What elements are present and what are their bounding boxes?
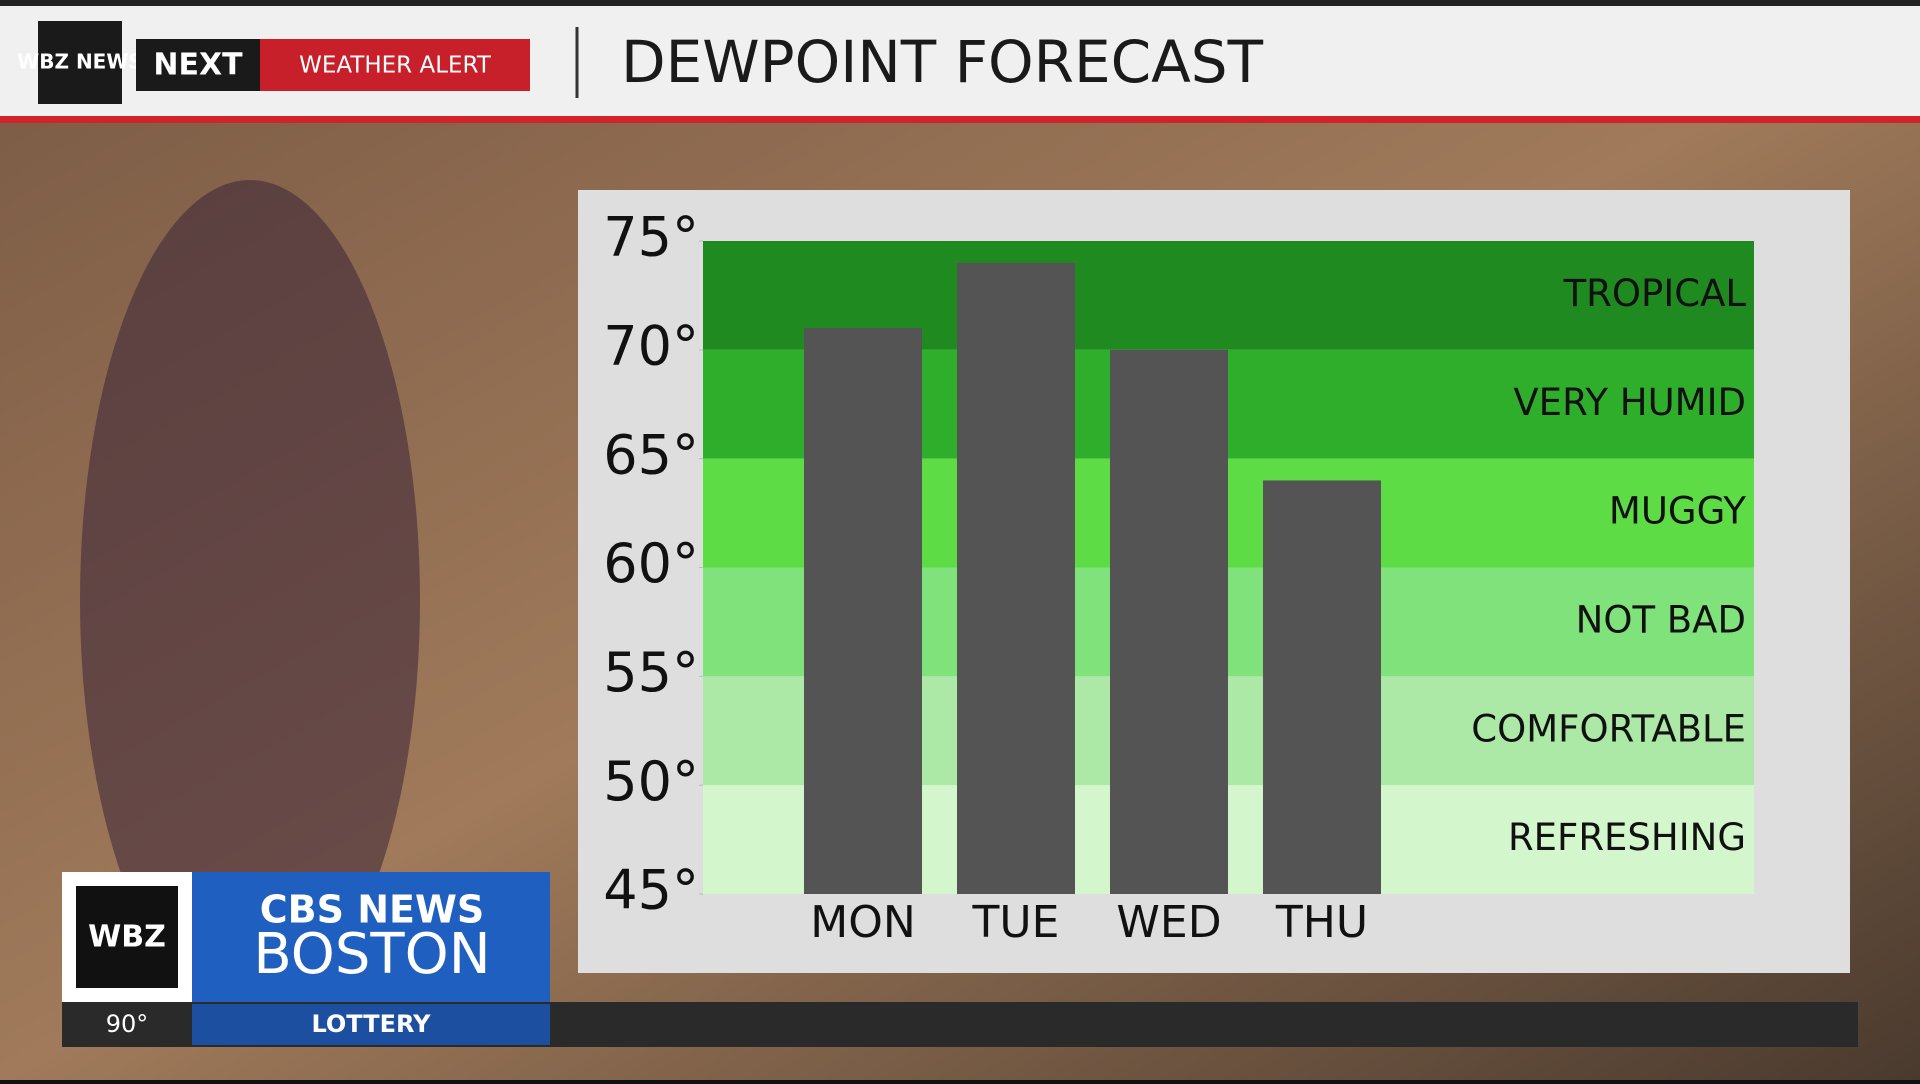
x-tick-label: TUE <box>972 897 1060 948</box>
y-tick-label: 50° <box>603 750 699 813</box>
y-tick-label: 45° <box>603 859 699 922</box>
y-tick-label: 70° <box>603 314 699 377</box>
ticker-label-box <box>192 1004 550 1045</box>
station: WBZ <box>88 920 166 955</box>
brand-box <box>136 39 260 91</box>
brand: NEXT <box>153 48 243 83</box>
y-tick-label: 75° <box>603 206 699 269</box>
plot: TROPICAL VERY HUMID MUGGY NOT BAD COMFORTABL… <box>603 206 1754 948</box>
logo-box <box>38 21 122 104</box>
band-label: MUGGY <box>1609 490 1747 533</box>
band-label: REFRESHING <box>1508 816 1746 859</box>
alert-text: WEATHER ALERT <box>299 53 492 79</box>
bar <box>1263 480 1381 894</box>
bar <box>804 328 922 895</box>
band-label: NOT BAD <box>1576 598 1746 641</box>
chart-title: DEWPOINT FORECAST <box>621 28 1264 96</box>
ticker: LOTTERY <box>311 1010 431 1038</box>
band-label: COMFORTABLE <box>1471 707 1746 750</box>
bar <box>1110 349 1228 894</box>
station-inner <box>76 886 178 988</box>
x-tick-label: MON <box>810 897 916 948</box>
band-label: TROPICAL <box>1563 272 1747 315</box>
x-tick-label: WED <box>1116 897 1221 948</box>
city: BOSTON <box>253 922 490 987</box>
network: CBS NEWS <box>260 888 485 932</box>
logo: WBZ NEWS <box>17 50 143 74</box>
x-tick-label: THU <box>1275 897 1368 948</box>
y-tick-label: 55° <box>603 641 699 704</box>
temperature: 90° <box>106 1010 149 1038</box>
presenter <box>80 180 420 1020</box>
header-rule <box>0 116 1920 123</box>
y-tick-label: 60° <box>603 532 699 595</box>
bar <box>957 262 1075 894</box>
y-tick-label: 65° <box>603 423 699 486</box>
band-label: VERY HUMID <box>1513 381 1746 424</box>
top-edge <box>0 0 1920 6</box>
